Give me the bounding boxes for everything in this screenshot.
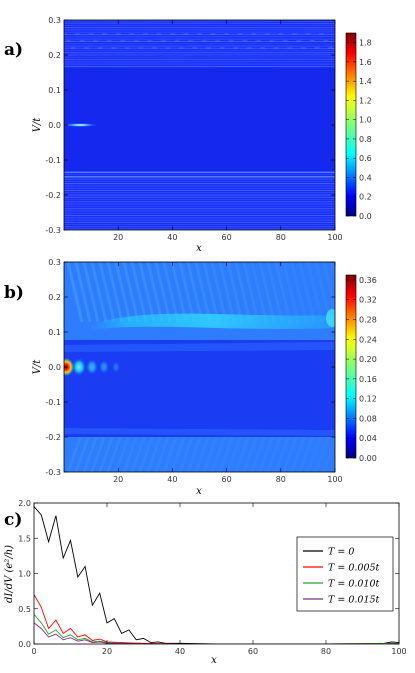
colorbar-tick-label: 0.2	[359, 193, 372, 202]
series-line-2	[34, 614, 399, 644]
xtick-label: 40	[167, 233, 177, 242]
colorbar-tick-label: 1.6	[359, 58, 372, 67]
colorbar-tick-label: 0.28	[359, 316, 377, 325]
ytick-label: 2.0	[18, 499, 31, 508]
xtick-label: 100	[327, 233, 342, 242]
colorbar-tick-label: 0.8	[359, 135, 372, 144]
heatmap-a	[63, 19, 336, 231]
ylabel-a: V/t	[32, 117, 43, 133]
heatmap-b-gap-region	[64, 340, 335, 437]
ytick-label: -0.2	[45, 433, 61, 442]
colorbar-tick-label: 0.04	[359, 434, 377, 443]
panel-label-a: a)	[4, 40, 23, 60]
axes-b: 20 40 60 80 100 0.3 0.2 0.1 0.0 -0.1 -0.2 -0.3	[45, 258, 342, 484]
colorbar-tick-label: 0.24	[359, 335, 377, 344]
colorbar-a: 1.8 1.6 1.4 1.2 1.0 0.8 0.6 0.4 0.2 0.0	[345, 32, 372, 221]
xtick-label: 100	[391, 647, 406, 656]
xtick-label: 20	[102, 647, 112, 656]
panel-label-b: b)	[4, 283, 24, 303]
colorbar-tick-label: 0.32	[359, 296, 377, 305]
heatmap-b	[63, 261, 336, 473]
panel-label-c: c)	[4, 510, 22, 530]
heatmap-b-zero-bias-oscillations	[72, 358, 120, 376]
xtick-label: 80	[321, 647, 331, 656]
xtick-label: 20	[113, 233, 123, 242]
legend-label-1: T = 0.005t	[328, 563, 380, 574]
legend-c: T = 0 T = 0.005t T = 0.010t T = 0.015t	[296, 536, 394, 612]
legend-label-0: T = 0	[328, 547, 354, 558]
xtick-label: 80	[276, 475, 286, 484]
ylabel-c: dI/dV (e²/h)	[4, 545, 15, 603]
colorbar-b: 0.36 0.32 0.28 0.24 0.20 0.16 0.12 0.08 0.04 0.00	[345, 274, 377, 463]
xtick-label: 100	[327, 475, 342, 484]
legend-label-3: T = 0.015t	[328, 595, 380, 606]
ytick-label: -0.3	[45, 226, 61, 235]
ylabel-b: V/t	[32, 359, 43, 375]
ytick-label: 1.5	[18, 534, 31, 543]
axes-a: 20 40 60 80 100 0.3 0.2 0.1 0.0 -0.1 -0.2 -0.3	[45, 16, 342, 242]
xlabel-c: x	[211, 655, 217, 666]
ytick-label: 1.0	[18, 570, 31, 579]
series-line-0	[34, 506, 399, 644]
xtick-label: 40	[175, 647, 185, 656]
legend-label-2: T = 0.010t	[328, 579, 380, 590]
xtick-label: 40	[167, 475, 177, 484]
colorbar-tick-label: 0.36	[359, 276, 377, 285]
colorbar-tick-label: 1.0	[359, 116, 372, 125]
colorbar-tick-label: 0.00	[359, 454, 377, 463]
ytick-label: 0.1	[48, 86, 61, 95]
ytick-label: 0.1	[48, 328, 61, 337]
xtick-label: 0	[31, 647, 36, 656]
colorbar-tick-label: 0.16	[359, 375, 377, 384]
ytick-label: 0.2	[48, 51, 61, 60]
xtick-label: 80	[276, 233, 286, 242]
ytick-label: 0.3	[48, 16, 61, 25]
colorbar-tick-label: 0.6	[359, 154, 372, 163]
ytick-label: 0.5	[18, 605, 31, 614]
heatmap-b-outer-ripples	[66, 262, 335, 472]
xtick-label: 60	[222, 233, 232, 242]
ytick-label: 0.0	[48, 363, 61, 372]
heatmap-b-zero-bias-peak	[64, 358, 74, 376]
heatmap-a-zero-bias-peak	[64, 123, 98, 127]
ytick-label: 0.3	[48, 258, 61, 267]
ytick-label: -0.1	[45, 398, 61, 407]
colorbar-tick-label: 0.08	[359, 414, 377, 423]
xlabel-a: x	[196, 243, 202, 254]
ytick-label: -0.3	[45, 468, 61, 477]
xtick-label: 60	[248, 647, 258, 656]
colorbar-tick-label: 0.0	[359, 212, 372, 221]
ytick-label: 0.0	[18, 640, 31, 649]
colorbar-tick-label: 0.20	[359, 355, 377, 364]
ytick-label: 0.0	[48, 121, 61, 130]
xlabel-b: x	[196, 486, 202, 497]
xtick-label: 60	[222, 475, 232, 484]
xtick-label: 20	[113, 475, 123, 484]
heatmap-a-gap-region	[64, 68, 335, 171]
series-line-3	[34, 622, 399, 644]
colorbar-tick-label: 1.2	[359, 96, 372, 105]
ytick-label: 0.2	[48, 293, 61, 302]
colorbar-tick-label: 1.8	[359, 39, 372, 48]
ytick-label: -0.1	[45, 156, 61, 165]
heatmap-b-upper-band	[90, 313, 335, 330]
colorbar-tick-label: 1.4	[359, 77, 372, 86]
series-line-1	[34, 594, 399, 644]
colorbar-tick-label: 0.12	[359, 395, 377, 404]
ytick-label: -0.2	[45, 191, 61, 200]
colorbar-tick-label: 0.4	[359, 173, 372, 182]
axes-c: 0 20 40 60 80 100 2.0 1.5 1.0 0.5 0.0	[18, 499, 406, 656]
